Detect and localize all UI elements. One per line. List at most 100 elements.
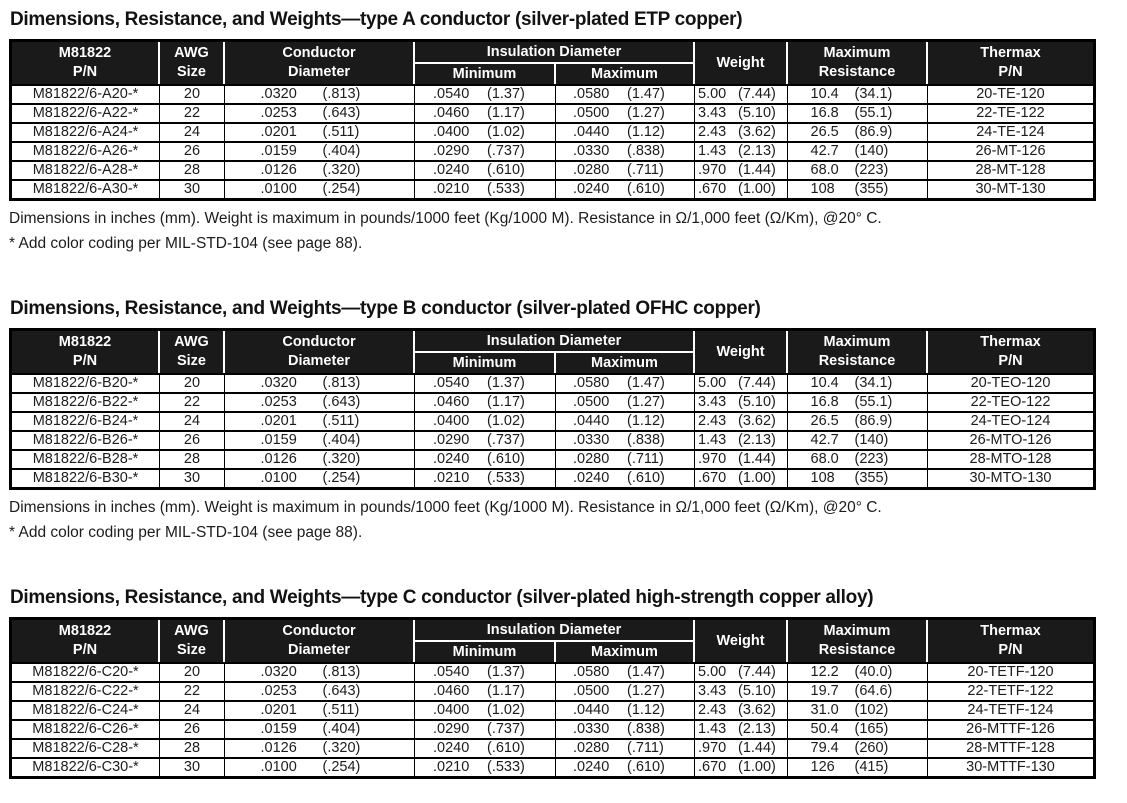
footnote-units: Dimensions in inches (mm). Weight is max… [9, 499, 882, 516]
cell-weight: .670 (1.00) [695, 179, 788, 198]
cell-insulation-minimum-mm: (.610) [487, 451, 525, 467]
cell-weight: .970 (1.44) [695, 449, 788, 468]
col-header-conductor-diameter: Conductor Diameter [225, 620, 415, 662]
cell-maximum-resistance-mm: (86.9) [854, 124, 893, 140]
col-header-m81822-pn: M81822 P/N [12, 331, 160, 373]
cell-insulation-maximum-inches: .0280 [573, 740, 610, 756]
cell-insulation-maximum-mm: (.610) [627, 759, 665, 775]
table-row: M81822/6-B20-* 20.0320 (.813) .0540 (1.37) .0… [12, 373, 1093, 392]
cell-insulation-maximum-values: .0500 (1.27) [573, 394, 677, 411]
cell-insulation-maximum-mm: (.838) [627, 721, 665, 737]
cell-insulation-maximum: .0580 (1.47) [556, 662, 695, 681]
cell-conductor-diameter-mm: (.404) [322, 143, 361, 159]
cell-insulation-minimum-mm: (.737) [487, 432, 525, 448]
col-header-m81822-pn: M81822 P/N [12, 620, 160, 662]
col-header-maximum-resistance-text: Resistance [818, 64, 896, 80]
cell-weight-inches: 5.00 [698, 664, 727, 680]
cell-weight-values: 3.43 (5.10) [698, 394, 784, 411]
table-row: M81822/6-B28-* 28.0126 (.320) .0240 (.610) .0… [12, 449, 1093, 468]
cell-insulation-maximum-values: .0440 (1.12) [573, 124, 677, 141]
cell-weight-values: 1.43 (2.13) [698, 432, 784, 449]
table-row: M81822/6-C28-* 28.0126 (.320) .0240 (.610) .0… [12, 738, 1093, 757]
cell-insulation-minimum-inches: .0400 [433, 702, 470, 718]
cell-conductor-diameter-values: .0100 (.254) [261, 470, 379, 487]
cell-insulation-minimum-mm: (.610) [487, 162, 525, 178]
cell-insulation-maximum: .0330 (.838) [556, 719, 695, 738]
cell-conductor-diameter-values: .0201 (.511) [261, 702, 379, 719]
header-row-1: M81822 P/N AWG Size Conductor Diameter Insulat… [12, 620, 1093, 662]
cell-maximum-resistance: 108 (355) [788, 179, 928, 198]
cell-weight-mm: (2.13) [738, 432, 776, 448]
cell-weight-mm: (7.44) [738, 375, 776, 391]
cell-insulation-maximum-values: .0240 (.610) [573, 759, 677, 776]
cell-awg-size: 20 [160, 373, 225, 392]
cell-insulation-minimum: .0540 (1.37) [415, 84, 556, 103]
col-header-maximum-resistance-text: Maximum [823, 334, 891, 350]
cell-insulation-minimum-inches: .0460 [433, 394, 470, 410]
cell-insulation-minimum-inches: .0290 [433, 432, 470, 448]
cell-maximum-resistance: 10.4 (34.1) [788, 373, 928, 392]
col-header-thermax-pn: Thermax P/N [928, 620, 1093, 662]
cell-conductor-diameter-inches: .0201 [260, 124, 297, 140]
cell-insulation-maximum-mm: (1.27) [627, 105, 665, 121]
cell-maximum-resistance-inches: 42.7 [810, 143, 839, 159]
col-header-awg-size-text: Size [176, 64, 206, 80]
cell-maximum-resistance-values: 126 (415) [811, 759, 905, 776]
col-header-conductor-diameter-text: Conductor [282, 45, 356, 61]
cell-maximum-resistance-mm: (140) [854, 143, 889, 159]
cell-conductor-diameter-inches: .0253 [260, 105, 297, 121]
cell-maximum-resistance-inches: 108 [810, 181, 835, 197]
cell-conductor-diameter: .0201 (.511) [225, 122, 415, 141]
cell-weight: 1.43 (2.13) [695, 430, 788, 449]
col-header-thermax-pn-text: Thermax [980, 45, 1041, 61]
cell-insulation-minimum-mm: (1.02) [487, 413, 525, 429]
cell-maximum-resistance-mm: (355) [854, 470, 889, 486]
cell-conductor-diameter-mm: (.404) [322, 432, 361, 448]
cell-weight: 5.00 (7.44) [695, 662, 788, 681]
cell-thermax-pn: 26-MT-126 [928, 141, 1093, 160]
col-header-insulation-maximum: Maximum [556, 64, 695, 84]
cell-insulation-maximum-values: .0440 (1.12) [573, 702, 677, 719]
cell-weight-values: .670 (1.00) [698, 181, 784, 198]
cell-insulation-minimum-values: .0540 (1.37) [433, 664, 537, 681]
cell-maximum-resistance-mm: (415) [854, 759, 889, 775]
cell-conductor-diameter-mm: (.643) [322, 683, 361, 699]
cell-insulation-maximum-values: .0280 (.711) [573, 162, 677, 179]
cell-weight-values: 3.43 (5.10) [698, 683, 784, 700]
spec-table-type-c: M81822 P/N AWG Size Conductor Diameter Insulat… [9, 617, 1096, 779]
cell-insulation-minimum-mm: (.533) [487, 181, 525, 197]
col-header-thermax-pn-text: P/N [998, 353, 1023, 369]
cell-insulation-maximum-mm: (1.47) [627, 86, 665, 102]
cell-m81822-pn: M81822/6-B20-* [12, 373, 160, 392]
cell-insulation-minimum-inches: .0290 [433, 721, 470, 737]
cell-insulation-maximum: .0240 (.610) [556, 757, 695, 776]
cell-insulation-minimum: .0400 (1.02) [415, 122, 556, 141]
cell-insulation-minimum: .0210 (.533) [415, 179, 556, 198]
cell-insulation-maximum: .0500 (1.27) [556, 103, 695, 122]
cell-weight: 2.43 (3.62) [695, 411, 788, 430]
cell-insulation-minimum-values: .0210 (.533) [433, 759, 537, 776]
cell-conductor-diameter-mm: (.643) [322, 105, 361, 121]
cell-weight-inches: .970 [698, 451, 727, 467]
cell-conductor-diameter: .0201 (.511) [225, 700, 415, 719]
cell-maximum-resistance: 42.7 (140) [788, 430, 928, 449]
cell-conductor-diameter: .0100 (.254) [225, 468, 415, 487]
cell-insulation-minimum-inches: .0240 [433, 451, 470, 467]
cell-insulation-maximum: .0440 (1.12) [556, 411, 695, 430]
cell-insulation-maximum-inches: .0280 [573, 162, 610, 178]
cell-conductor-diameter-inches: .0126 [260, 162, 297, 178]
cell-maximum-resistance-values: 42.7 (140) [811, 143, 905, 160]
col-header-awg-size-text: AWG [174, 334, 209, 350]
cell-insulation-maximum-values: .0280 (.711) [573, 451, 677, 468]
cell-conductor-diameter-mm: (.813) [322, 375, 361, 391]
cell-weight-inches: 3.43 [698, 683, 727, 699]
cell-maximum-resistance-values: 26.5 (86.9) [811, 413, 905, 430]
cell-weight-values: 2.43 (3.62) [698, 413, 784, 430]
cell-insulation-minimum: .0460 (1.17) [415, 392, 556, 411]
col-header-insulation-minimum: Minimum [415, 64, 556, 84]
cell-insulation-maximum-values: .0330 (.838) [573, 143, 677, 160]
cell-maximum-resistance-mm: (55.1) [854, 105, 893, 121]
cell-maximum-resistance-mm: (102) [854, 702, 889, 718]
table-row: M81822/6-C26-* 26.0159 (.404) .0290 (.737) .0… [12, 719, 1093, 738]
cell-insulation-minimum: .0540 (1.37) [415, 373, 556, 392]
